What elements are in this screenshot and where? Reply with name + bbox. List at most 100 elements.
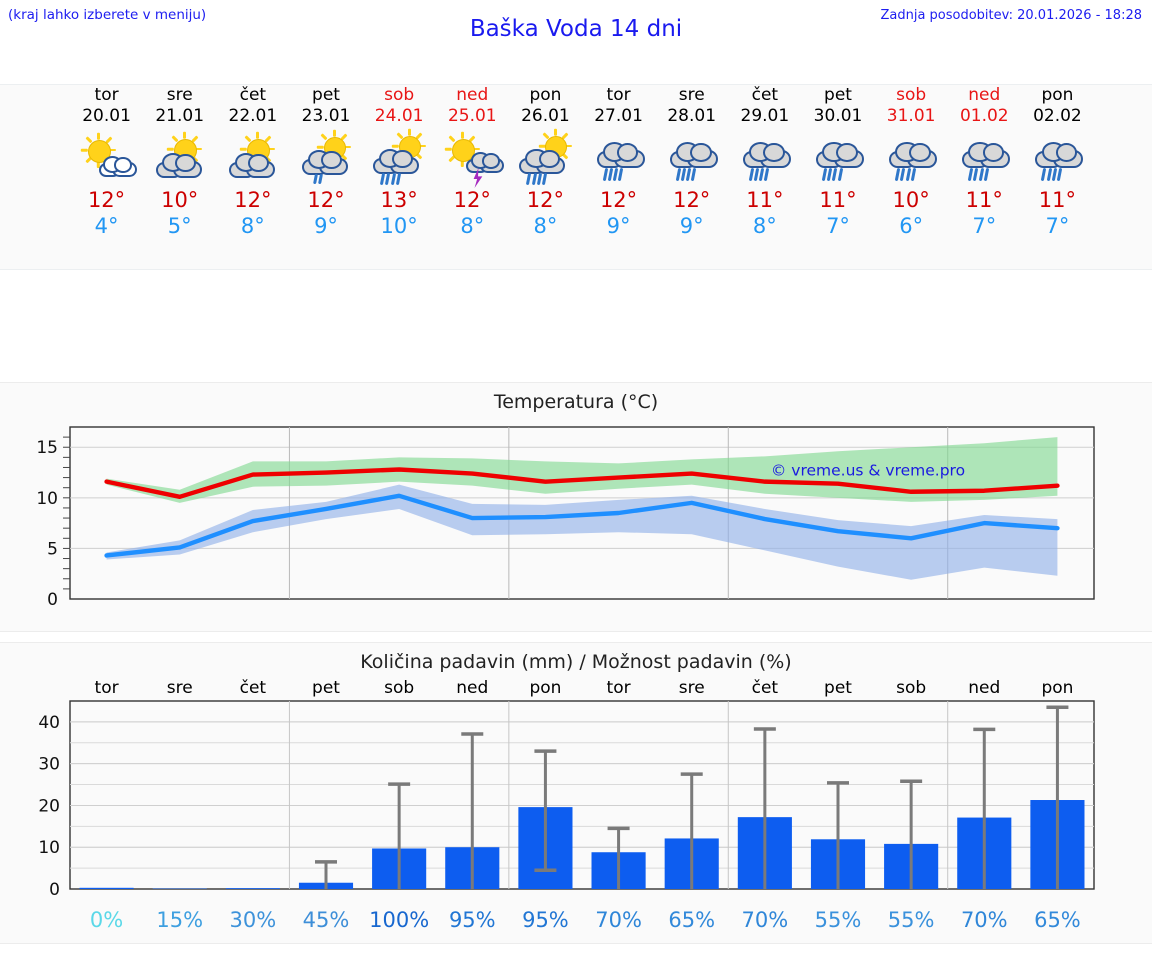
day-low-temp: 8° [240, 214, 265, 238]
svg-text:čet: čet [752, 678, 779, 698]
svg-text:5: 5 [47, 539, 58, 559]
svg-text:15%: 15% [156, 908, 203, 932]
day-column[interactable]: tor 20.01 12° 4° [66, 85, 148, 239]
day-column[interactable]: sob 24.01 13° 10° [358, 85, 440, 239]
day-name: pon [1041, 85, 1074, 105]
day-high-temp: 11° [1038, 188, 1077, 212]
day-low-temp: 9° [606, 214, 631, 238]
weather-icon-cloud-rain [1016, 130, 1098, 184]
day-name: ned [456, 85, 489, 105]
last-updated: Zadnja posodobitev: 20.01.2026 - 18:28 [880, 8, 1142, 23]
weather-icon-cloud-rain [724, 130, 806, 184]
day-low-temp: 8° [533, 214, 558, 238]
svg-text:70%: 70% [961, 908, 1008, 932]
day-column[interactable]: pet 30.01 11° 7° [797, 85, 879, 239]
svg-text:30: 30 [38, 755, 60, 775]
weather-icon-cloud-rain [870, 130, 952, 184]
day-high-temp: 12° [673, 188, 711, 212]
menu-hint[interactable]: (kraj lahko izberete v meniju) [8, 7, 207, 23]
day-high-temp: 12° [307, 188, 345, 212]
svg-text:10: 10 [38, 838, 60, 858]
svg-text:20: 20 [38, 796, 60, 816]
svg-text:© vreme.us & vreme.pro: © vreme.us & vreme.pro [771, 462, 965, 480]
svg-text:55%: 55% [815, 908, 862, 932]
svg-text:sob: sob [384, 678, 414, 698]
svg-text:tor: tor [95, 678, 119, 698]
day-high-temp: 11° [746, 188, 784, 212]
day-high-temp: 12° [453, 188, 491, 212]
day-column[interactable]: sre 21.01 10° 5° [139, 85, 221, 239]
temperature-chart-section: Temperatura (°C) 0 5 10 15 © vreme.us & vrem… [0, 382, 1152, 632]
precipitation-chart-section: Količina padavin (mm) / Možnost padavin … [0, 642, 1152, 944]
day-name: sre [166, 85, 193, 105]
day-date: 27.01 [594, 106, 643, 126]
day-name: sob [896, 85, 927, 105]
day-low-temp: 7° [826, 214, 850, 238]
svg-text:15: 15 [36, 438, 58, 458]
day-name: tor [94, 85, 119, 105]
weather-icon-cloud-rain [651, 130, 733, 184]
svg-text:40: 40 [38, 713, 60, 733]
day-date: 01.02 [959, 106, 1009, 126]
day-column[interactable]: sre 28.01 12° 9° [651, 85, 733, 239]
svg-text:sre: sre [167, 678, 193, 698]
weather-icon-cloud-rain [578, 130, 660, 184]
day-date: 25.01 [447, 106, 497, 126]
svg-text:tor: tor [607, 678, 631, 698]
day-column[interactable]: ned 25.01 12° 8° [431, 85, 513, 239]
day-column[interactable]: pon 26.01 12° 8° [504, 85, 586, 239]
page-header: (kraj lahko izberete v meniju) Baška Vod… [0, 0, 1152, 60]
day-high-temp: 13° [380, 188, 418, 212]
weather-icon-sun-cloud-rain [504, 129, 586, 186]
svg-text:sob: sob [896, 678, 926, 698]
temperature-chart-title: Temperatura (°C) [493, 391, 659, 413]
day-column[interactable]: čet 29.01 11° 8° [724, 85, 806, 239]
day-high-temp: 12° [234, 188, 272, 212]
day-column[interactable]: pon 02.02 11° 7° [1016, 85, 1098, 239]
svg-text:ned: ned [456, 678, 488, 698]
day-low-temp: 7° [972, 214, 997, 238]
weather-icon-sun-behind-cloud [212, 130, 294, 184]
day-low-temp: 8° [752, 214, 777, 238]
day-column[interactable]: pet 23.01 12° 9° [285, 85, 367, 239]
svg-text:100%: 100% [369, 908, 429, 932]
svg-text:pet: pet [312, 678, 340, 698]
day-column[interactable]: sob 31.01 10° 6° [870, 85, 952, 239]
day-date: 28.01 [667, 106, 717, 126]
day-high-temp: 12° [526, 188, 565, 212]
day-low-temp: 7° [1045, 214, 1070, 238]
day-date: 31.01 [886, 106, 936, 126]
svg-text:0%: 0% [90, 908, 123, 932]
weather-icon-sun-cloud-rain [358, 129, 440, 186]
day-date: 29.01 [740, 106, 790, 126]
daily-forecast-strip: tor 20.01 12° 4° sre 21.01 10° 5° čet 22.01 12° 8° p… [0, 84, 1152, 270]
svg-text:45%: 45% [303, 908, 350, 932]
day-high-temp: 11° [965, 188, 1003, 212]
day-column[interactable]: tor 27.01 12° 9° [578, 85, 660, 239]
svg-text:30%: 30% [230, 908, 277, 932]
temperature-chart: 0 5 10 15 © vreme.us & vreme.pro [36, 426, 1095, 610]
day-date: 21.01 [155, 106, 205, 126]
day-name: pet [312, 85, 340, 105]
svg-text:pet: pet [824, 678, 852, 698]
day-name: tor [606, 85, 631, 105]
precipitation-chart-title: Količina padavin (mm) / Možnost padavin … [360, 651, 792, 673]
day-low-temp: 9° [679, 214, 704, 238]
precipitation-chart: tor sre čet pet sob ned pon tor sre čet pet sob ned p… [38, 678, 1095, 932]
svg-text:čet: čet [240, 678, 267, 698]
day-low-temp: 8° [460, 214, 485, 238]
day-name: pon [529, 85, 562, 105]
day-date: 02.02 [1033, 106, 1082, 126]
day-column[interactable]: ned 01.02 11° 7° [943, 85, 1025, 239]
svg-text:95%: 95% [449, 908, 496, 932]
day-name: sob [384, 85, 415, 105]
day-date: 26.01 [521, 106, 570, 126]
day-name: čet [239, 85, 267, 105]
weather-icon-cloud-rain [943, 130, 1025, 184]
day-low-temp: 9° [314, 214, 338, 238]
svg-text:0: 0 [49, 880, 60, 900]
day-column[interactable]: čet 22.01 12° 8° [212, 85, 294, 239]
day-date: 24.01 [374, 106, 424, 126]
svg-text:10: 10 [36, 489, 58, 509]
weather-icon-sun-small-cloud [66, 130, 148, 184]
